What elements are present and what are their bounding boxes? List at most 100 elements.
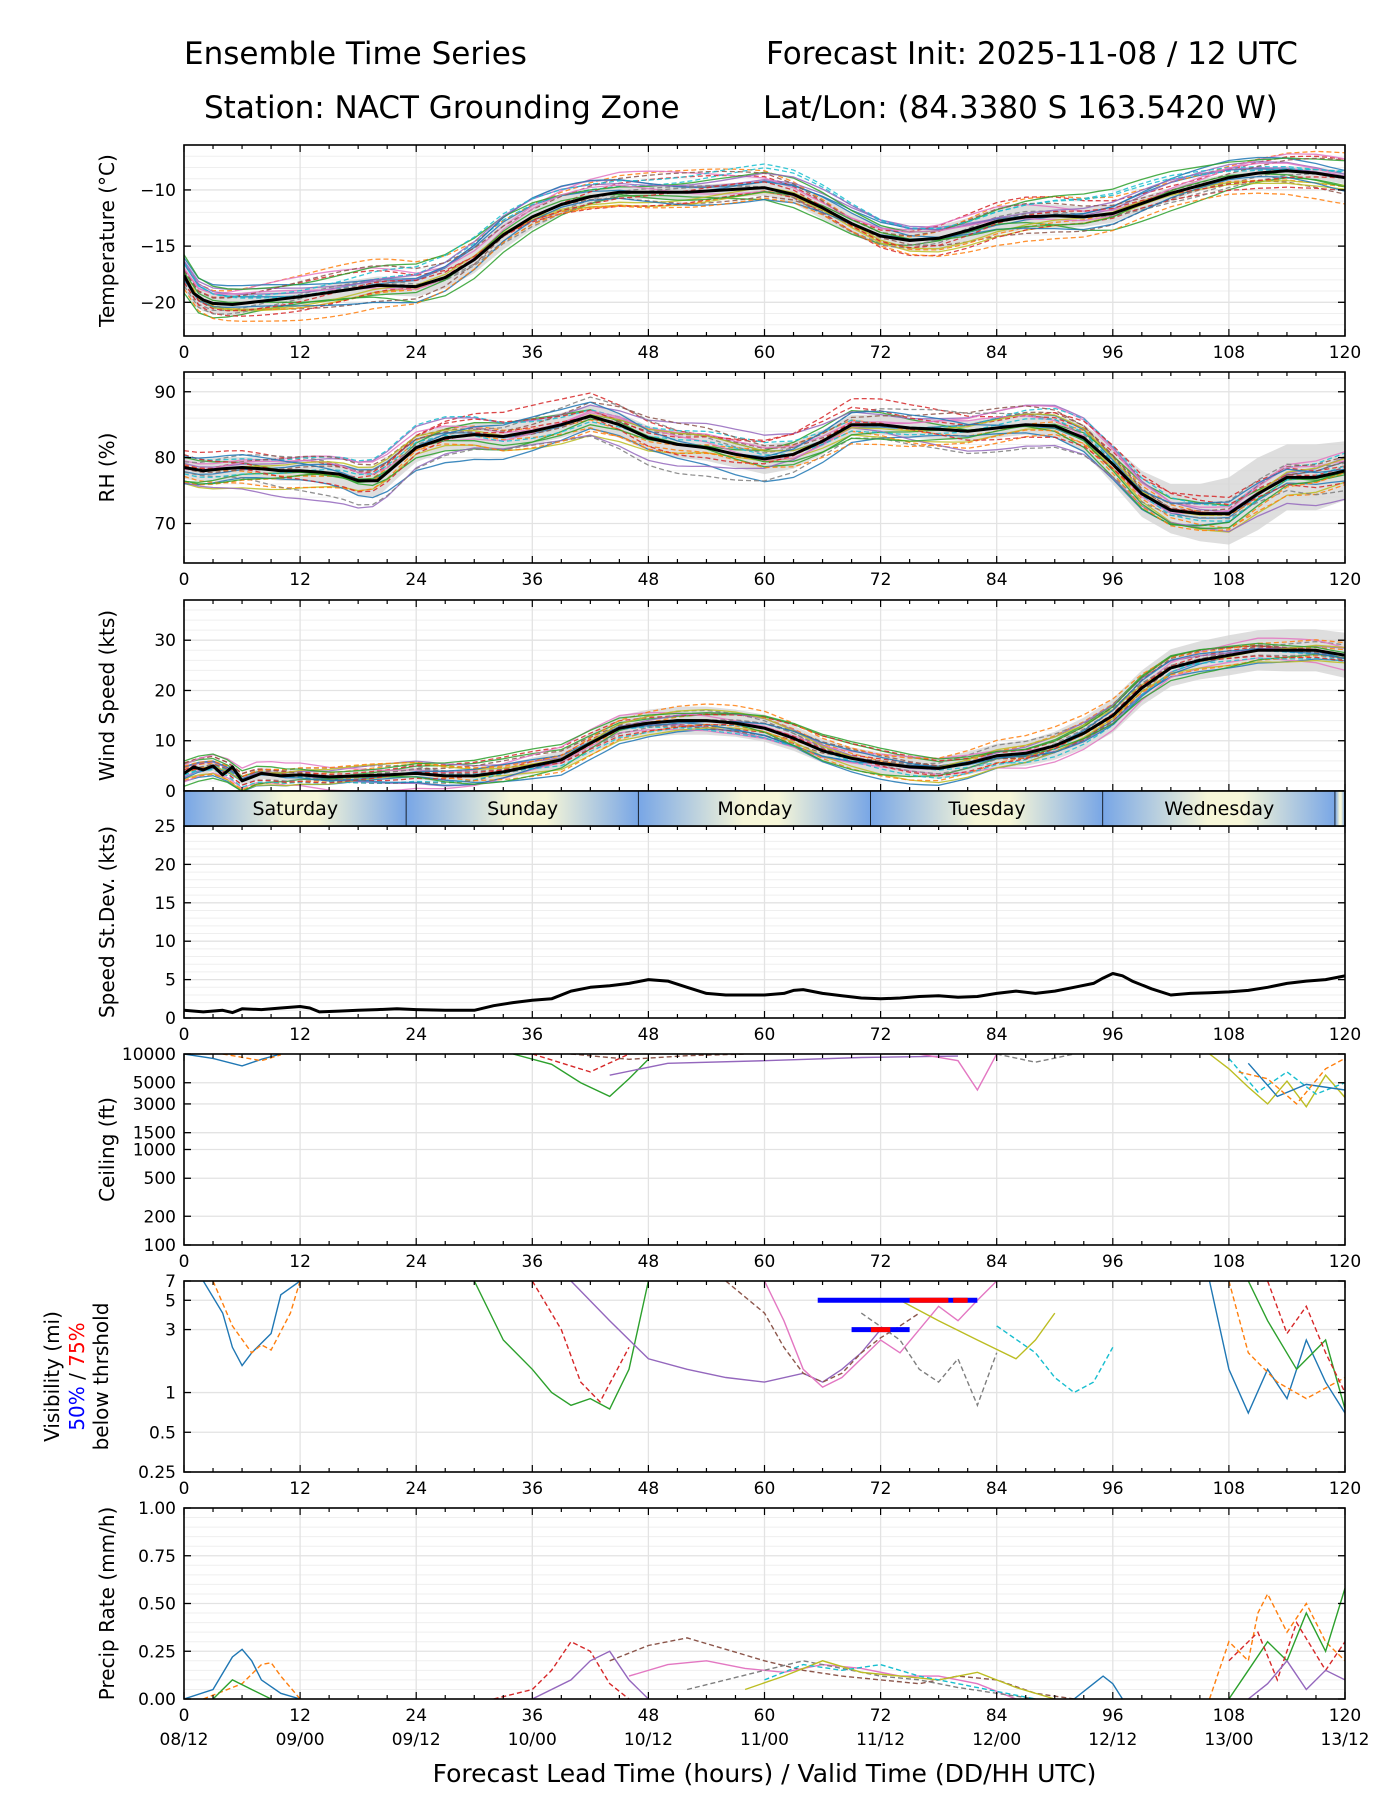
x-tick-label: 12 xyxy=(289,343,311,363)
ensemble-member-line xyxy=(1208,1281,1345,1415)
ensemble-member-line xyxy=(184,401,1345,512)
x-tick-label: 96 xyxy=(1102,1252,1124,1272)
ensemble-member-line xyxy=(996,1325,1114,1394)
day-label: Monday xyxy=(717,798,792,820)
y-tick-label: 5 xyxy=(165,971,176,991)
ensemble-member-line xyxy=(184,429,1345,532)
label-75-percent: 75% xyxy=(65,1322,89,1366)
plot-area-precip xyxy=(184,1587,1345,1699)
y-tick-label: 10000 xyxy=(122,1045,176,1065)
panel-visibility: 0.25 0.5 1 3 57 0 12 24 36 48 60 72 84 96 108 120 Visibi… xyxy=(40,1272,1361,1499)
y-tick-label: 200 xyxy=(144,1207,176,1227)
x-tick-label: 60 xyxy=(754,570,776,590)
y-tick-label: 20 xyxy=(154,681,176,701)
ensemble-member-line xyxy=(1247,1062,1345,1098)
plot-area-temperature xyxy=(184,150,1345,322)
ensemble-member-line xyxy=(473,1281,650,1410)
plot-area-rh xyxy=(184,392,1345,545)
x-tick-label: 24 xyxy=(405,1252,427,1272)
y-axis-label-below: below thrshold xyxy=(89,1303,113,1451)
y-tick-label: 0 xyxy=(165,782,176,802)
x-tick-label: 72 xyxy=(870,1025,892,1045)
panels: −20−15−100 12 24 36 48 60 72 84 96 108 120Temperat… xyxy=(40,144,1370,1788)
x-tick-label: 120 xyxy=(1329,343,1361,363)
ensemble-member-line xyxy=(899,1299,1056,1360)
y-tick-label: 500 xyxy=(144,1169,176,1189)
x-tick-label: 0 xyxy=(179,570,190,590)
ensemble-member-line xyxy=(184,654,1345,791)
ensemble-member-line xyxy=(184,163,1345,298)
day-label: Wednesday xyxy=(1164,798,1274,820)
x-tick-label: 12 xyxy=(289,1706,311,1726)
x-tick-label: 60 xyxy=(754,1252,776,1272)
x-tick-label: 120 xyxy=(1329,1706,1361,1726)
day-strip-frame xyxy=(183,790,1346,827)
plot-area-speed_stdev xyxy=(184,972,1345,1015)
ensemble-member-line xyxy=(184,1054,281,1067)
ensemble-member-line xyxy=(919,1054,998,1092)
grid-wind xyxy=(183,599,1346,792)
x-tick-label: 60 xyxy=(754,1025,776,1045)
x-tick-label: 36 xyxy=(521,343,543,363)
label-separator: / xyxy=(65,1367,89,1386)
x-tick-label: 12 xyxy=(289,570,311,590)
ensemble-member-line xyxy=(860,1312,998,1408)
y-tick-label: −10 xyxy=(140,181,176,201)
panel-precip: 0.00 0.25 0.50 0.75 1.00 0 08/12 12 09/00 24 09/12… xyxy=(95,1499,1370,1788)
ensemble-member-line xyxy=(493,1640,630,1699)
y-tick-label: 20 xyxy=(154,855,176,875)
x-axis-label: Forecast Lead Time (hours) / Valid Time … xyxy=(433,1759,1097,1788)
x-tick-label: 36 xyxy=(521,570,543,590)
ensemble-member-line xyxy=(512,1054,649,1098)
x-tick-label: 12 xyxy=(289,1479,311,1499)
x-tick-label: 12 xyxy=(289,1252,311,1272)
ensemble-member-line xyxy=(184,424,1345,529)
y-tick-label: 1 xyxy=(165,1384,176,1404)
x-tick-label: 84 xyxy=(986,343,1008,363)
x-tick-label: 120 xyxy=(1329,1479,1361,1499)
y-tick-label: 10 xyxy=(154,932,176,952)
ensemble-member-line xyxy=(184,418,1345,522)
x-tick-label: 12/00 xyxy=(972,1730,1021,1750)
panel-wind: 0 10 20 30 Wind Speed (kts) xyxy=(95,599,1346,802)
ensemble-member-line xyxy=(184,157,1345,299)
x-tick-label: 84 xyxy=(986,1479,1008,1499)
ensemble-member-line xyxy=(996,1054,1075,1063)
x-tick-label: 84 xyxy=(986,1025,1008,1045)
x-tick-label: 120 xyxy=(1329,570,1361,590)
ensemble-member-line xyxy=(184,405,1345,508)
ensemble-member-line xyxy=(1228,1620,1345,1682)
y-axis-label: Visibility (mi) xyxy=(40,1311,64,1442)
x-tick-label: 24 xyxy=(405,1479,427,1499)
y-tick-label: 5000 xyxy=(133,1074,176,1094)
x-tick-label: 84 xyxy=(986,570,1008,590)
ensemble-member-line xyxy=(1208,1592,1345,1699)
ensemble-member-line xyxy=(184,416,1345,515)
day-label: Saturday xyxy=(252,798,338,820)
ensemble-member-line xyxy=(203,1661,301,1699)
x-tick-label: 11/12 xyxy=(856,1730,905,1750)
y-axis-label: Ceiling (ft) xyxy=(95,1097,119,1202)
y-tick-label: 0.25 xyxy=(138,1642,176,1662)
ensemble-member-line xyxy=(1247,1659,1345,1699)
x-tick-label: 0 xyxy=(179,1706,190,1726)
x-tick-label: 108 xyxy=(1213,1252,1245,1272)
day-segment xyxy=(406,791,639,826)
title-right-2: Lat/Lon: (84.3380 S 163.5420 W) xyxy=(763,90,1278,126)
x-tick-label: 11/00 xyxy=(740,1730,789,1750)
x-tick-label: 96 xyxy=(1102,1706,1124,1726)
x-tick-label: 48 xyxy=(638,1479,660,1499)
ensemble-member-line xyxy=(222,1054,282,1062)
y-tick-label: −20 xyxy=(140,293,176,313)
x-tick-label: 72 xyxy=(870,1252,892,1272)
y-tick-label: 0 xyxy=(165,1009,176,1029)
x-tick-label: 0 xyxy=(179,1252,190,1272)
grid-visibility xyxy=(183,1280,1346,1473)
day-segment xyxy=(1103,791,1336,826)
x-tick-label: 60 xyxy=(754,1479,776,1499)
x-tick-label: 13/12 xyxy=(1321,1730,1370,1750)
y-tick-label: 15 xyxy=(154,894,176,914)
